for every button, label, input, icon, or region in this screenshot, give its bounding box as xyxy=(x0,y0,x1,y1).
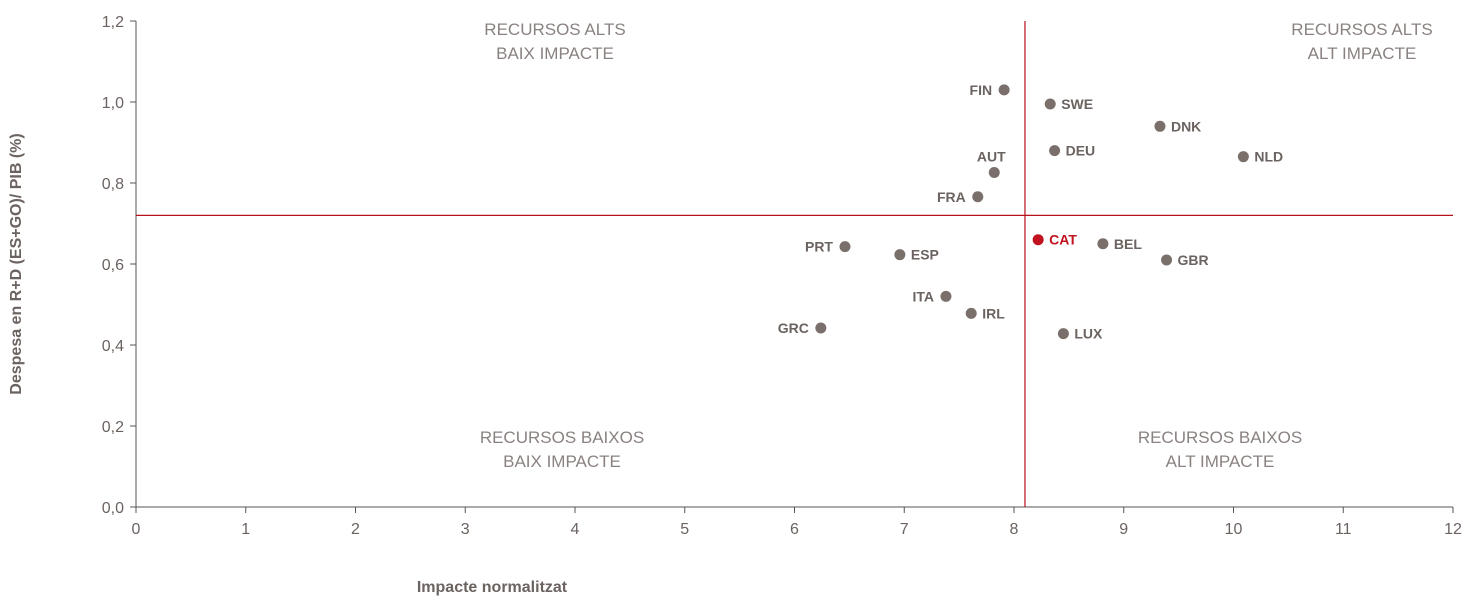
data-label-prt: PRT xyxy=(805,239,833,255)
data-point-gbr xyxy=(1161,254,1173,266)
data-point-deu xyxy=(1049,145,1061,157)
data-label-nld: NLD xyxy=(1254,149,1283,165)
x-tick-label: 6 xyxy=(790,521,799,538)
x-axis-title: Impacte normalitzat xyxy=(417,579,568,596)
data-label-deu: DEU xyxy=(1066,143,1096,159)
data-point-fra xyxy=(972,191,984,203)
data-label-fra: FRA xyxy=(937,189,966,205)
quadrant-label-top-left: RECURSOS ALTS xyxy=(484,20,625,39)
data-point-irl xyxy=(965,307,977,319)
x-tick-label: 12 xyxy=(1444,521,1462,538)
data-points: FIN SWE DNK DEU NLD AUT FRA CAT BEL GBR PRT ESP ITA I… xyxy=(778,82,1283,342)
x-tick-label: 8 xyxy=(1010,521,1019,538)
data-point-lux xyxy=(1057,328,1069,340)
quadrant-label-top-right: RECURSOS ALTS xyxy=(1291,20,1432,39)
x-tick-label: 9 xyxy=(1119,521,1128,538)
quadrant-label-bottom-left: BAIX IMPACTE xyxy=(503,452,621,471)
data-label-swe: SWE xyxy=(1061,96,1093,112)
data-point-swe xyxy=(1044,98,1056,110)
quadrant-label-top-left: BAIX IMPACTE xyxy=(496,44,614,63)
reference-lines xyxy=(136,21,1453,507)
data-label-gbr: GBR xyxy=(1178,252,1209,268)
quadrant-label-bottom-left: RECURSOS BAIXOS xyxy=(480,428,644,447)
data-label-irl: IRL xyxy=(982,305,1005,321)
x-tick-label: 7 xyxy=(900,521,909,538)
x-tick-label: 10 xyxy=(1225,521,1243,538)
y-tick-label: 0,6 xyxy=(102,257,124,274)
x-tick-label: 11 xyxy=(1335,521,1352,538)
y-tick-label: 0,2 xyxy=(102,419,124,436)
y-tick-label: 0,0 xyxy=(102,500,124,517)
data-point-esp xyxy=(894,249,906,261)
axes: 0,00,20,40,60,81,01,20 1 2 3 4 5 6 7 8 9 10 11 12 xyxy=(102,14,1462,538)
quadrant-label-bottom-right: RECURSOS BAIXOS xyxy=(1138,428,1302,447)
quadrant-labels: RECURSOS ALTS BAIX IMPACTE RECURSOS ALTS AL… xyxy=(480,20,1433,471)
data-point-aut xyxy=(988,166,1000,178)
data-label-aut: AUT xyxy=(977,148,1006,164)
data-label-bel: BEL xyxy=(1114,236,1142,252)
y-tick-label: 1,2 xyxy=(102,14,124,31)
y-tick-label: 0,8 xyxy=(102,176,124,193)
quadrant-label-top-right: ALT IMPACTE xyxy=(1308,44,1417,63)
x-tick-label: 2 xyxy=(351,521,360,538)
quadrant-label-bottom-right: ALT IMPACTE xyxy=(1166,452,1275,471)
data-label-ita: ITA xyxy=(912,288,934,304)
data-point-dnk xyxy=(1154,120,1166,132)
data-label-grc: GRC xyxy=(778,320,809,336)
x-tick-label: 1 xyxy=(241,521,250,538)
data-label-fin: FIN xyxy=(970,82,993,98)
data-label-lux: LUX xyxy=(1074,326,1103,342)
data-point-nld xyxy=(1237,151,1249,163)
data-point-bel xyxy=(1097,238,1109,250)
x-tick-label: 5 xyxy=(680,521,689,538)
data-label-dnk: DNK xyxy=(1171,118,1201,134)
data-point-ita xyxy=(940,290,952,302)
data-point-grc xyxy=(815,322,827,334)
data-label-cat: CAT xyxy=(1049,232,1077,248)
x-tick-label: 0 xyxy=(132,521,141,538)
data-point-cat xyxy=(1032,234,1044,246)
x-tick-label: 4 xyxy=(571,521,580,538)
x-tick-label: 3 xyxy=(461,521,470,538)
y-tick-label: 0,4 xyxy=(102,338,124,355)
y-axis-title: Despesa en R+D (ES+GO)/ PIB (%) xyxy=(8,133,25,394)
data-point-fin xyxy=(998,84,1010,96)
data-label-esp: ESP xyxy=(911,247,939,263)
y-tick-label: 1,0 xyxy=(102,95,124,112)
data-point-prt xyxy=(839,241,851,253)
